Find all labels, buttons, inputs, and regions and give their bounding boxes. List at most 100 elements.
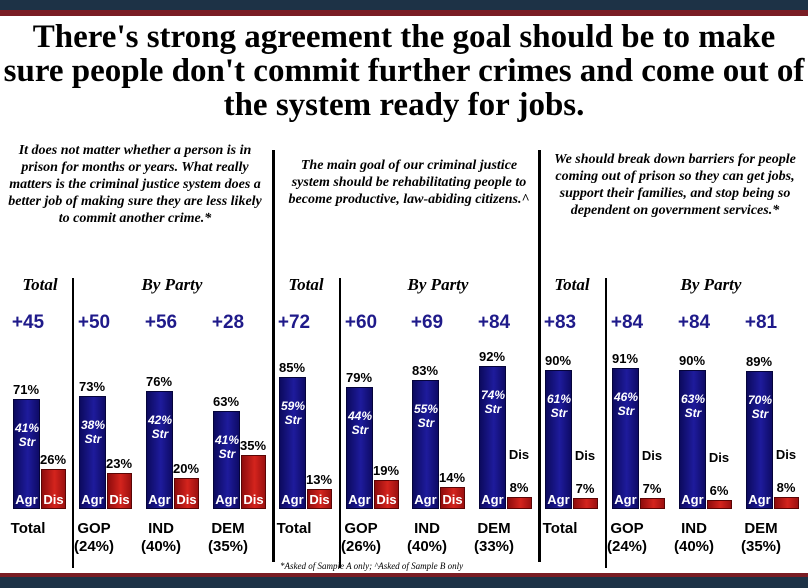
bar-disagree [107,473,132,509]
category-label: DEM (35%) [207,520,248,555]
bar-disagree [440,487,465,509]
total-party-divider [605,278,607,568]
agree-label: Agr [481,492,504,507]
agree-label: Agr [148,492,171,507]
bar-agree [479,366,506,509]
agree-label: Agr [281,492,304,507]
bar-disagree [640,498,665,509]
disagree-label: Dis [376,492,397,507]
agree-percent: 85% [278,360,306,376]
category-label: GOP (24%) [606,520,647,555]
bar-disagree [707,499,732,509]
net-score: +50 [77,312,111,333]
disagree-percent: 26% [39,451,67,467]
quote-panel-2: The main goal of our criminal justice sy… [288,158,530,207]
headline: There's strong agreement the goal should… [3,19,805,123]
panel-divider [538,150,541,562]
agree-label: Agr [15,492,38,507]
disagree-percent: 13% [305,471,333,487]
disagree-percent: 7% [642,481,662,497]
strong-label: 59% Str [280,399,306,428]
strong-label: 38% Str [80,417,106,446]
bar-agree [213,411,240,509]
strong-label: 42% Str [147,413,173,442]
disagree-percent: 20% [172,461,200,476]
agree-label: Agr [348,492,371,507]
quote-panel-1: It does not matter whether a person is i… [8,143,262,226]
bar-agree [746,371,773,509]
bottom-accent-bar [0,573,808,588]
agree-percent: 71% [12,381,40,397]
bar-agree [545,369,572,509]
disagree-label: Dis [442,492,463,507]
bar-agree [13,398,40,509]
quote-panel-3: We should break down barriers for people… [554,152,796,218]
agree-label: Agr [748,492,771,507]
disagree-label: Dis [641,448,663,464]
disagree-percent: 23% [105,456,133,472]
net-score: +81 [744,312,778,333]
footnote: *Asked of Sample A only; ^Asked of Sampl… [280,561,464,571]
net-score: +84 [610,312,644,333]
net-score: +84 [477,312,511,333]
disagree-percent: 7% [575,481,595,497]
category-label: GOP (26%) [340,520,381,555]
agree-label: Agr [81,492,104,507]
disagree-label: Dis [775,446,797,462]
agree-label: Agr [614,492,637,507]
category-label: GOP (24%) [73,520,114,555]
agree-label: Agr [681,492,704,507]
bar-agree [346,386,373,509]
agree-percent: 76% [145,374,173,390]
disagree-label: Dis [243,492,264,507]
strong-label: 63% Str [680,391,706,420]
total-party-divider [339,278,341,568]
category-label: Total [542,520,578,537]
bar-agree [146,391,173,509]
header-by-party: By Party [680,275,742,294]
strong-label: 74% Str [480,388,506,417]
disagree-percent: 19% [372,462,400,478]
header-by-party: By Party [141,275,203,294]
net-score: +60 [344,312,378,333]
agree-percent: 89% [745,354,773,370]
strong-label: 46% Str [613,389,639,418]
category-label: IND (40%) [140,520,181,555]
bar-disagree [507,496,532,509]
category-label: Total [276,520,312,537]
net-score: +56 [144,312,178,333]
bar-disagree [41,468,66,509]
strong-label: 61% Str [546,391,572,420]
disagree-percent: 6% [709,482,729,498]
disagree-percent: 14% [438,470,466,486]
bar-disagree [307,488,332,509]
disagree-label: Dis [309,492,330,507]
agree-percent: 92% [478,349,506,365]
bar-disagree [374,479,399,509]
strong-label: 70% Str [747,393,773,422]
strong-label: 55% Str [413,402,439,431]
net-score: +28 [211,312,245,333]
bar-disagree [774,496,799,509]
agree-percent: 91% [611,350,639,366]
bar-agree [612,367,639,509]
agree-label: Agr [215,492,238,507]
disagree-percent: 35% [239,437,267,453]
net-score: +84 [677,312,711,333]
strong-label: 41% Str [14,420,40,449]
bar-agree [412,380,439,509]
agree-percent: 79% [345,369,373,385]
top-accent-bar [0,0,808,16]
disagree-label: Dis [176,492,197,507]
strong-label: 44% Str [347,408,373,437]
category-label: IND (40%) [673,520,714,555]
bar-agree [79,395,106,509]
disagree-label: Dis [508,446,530,462]
bar-agree [279,377,306,509]
panel-divider [272,150,275,562]
disagree-label: Dis [43,492,64,507]
disagree-label: Dis [109,492,130,507]
agree-percent: 63% [212,394,240,410]
bar-disagree [241,454,266,509]
strong-label: 41% Str [214,433,240,462]
